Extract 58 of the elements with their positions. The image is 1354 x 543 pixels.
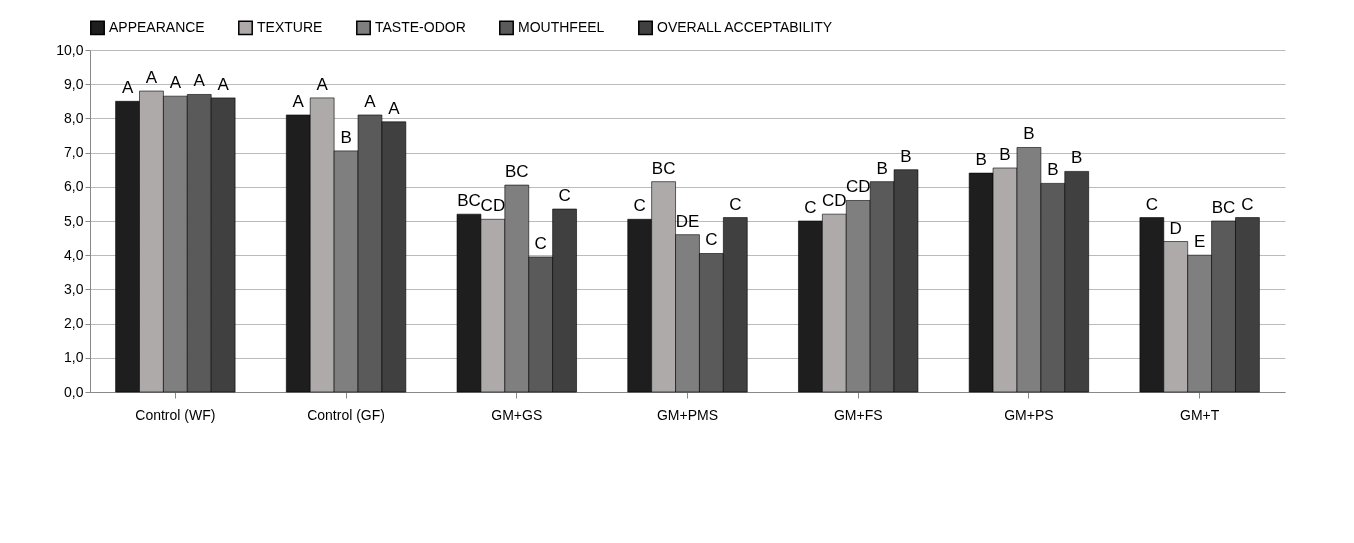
data-label: C [804,198,817,217]
data-label: C [729,194,742,214]
data-label: A [169,73,182,93]
y-tick-label: 10,0 [56,41,84,58]
data-label: B [1023,124,1035,144]
data-label: DE [675,211,700,231]
data-label: B [900,146,912,166]
x-tick-label: Control (GF) [307,406,385,423]
data-label: C [534,233,547,253]
data-label: BC [1211,198,1236,217]
data-label: C [1145,194,1158,214]
legend-label: TASTE-ODOR [375,18,466,35]
data-label: E [1193,232,1206,252]
legend-label: MOUTHFEEL [518,18,605,35]
data-label: BC [457,191,481,211]
y-tick-label: 1,0 [64,349,84,366]
x-tick-label: GM+PMS [656,406,719,423]
data-label: BC [651,158,676,178]
data-label: B [999,144,1011,164]
data-label: A [364,91,377,111]
y-tick-label: 9,0 [64,75,84,92]
data-label: A [193,71,206,91]
y-tick-label: 2,0 [64,315,84,332]
y-tick-label: 4,0 [64,246,84,263]
y-tick-label: 6,0 [64,178,84,195]
data-label: A [217,74,230,94]
legend-label: TEXTURE [257,18,323,35]
y-tick-label: 8,0 [64,109,84,126]
data-label: C [633,196,646,216]
data-label: A [292,91,305,111]
data-label: B [975,150,987,170]
legend-label: APPEARANCE [109,18,205,35]
legend-label: OVERALL ACCEPTABILITY [657,18,833,35]
data-label: B [340,127,352,147]
data-label: C [1241,194,1254,214]
y-tick-label: 5,0 [64,212,84,229]
y-tick-label: 3,0 [64,280,84,297]
data-label: A [121,78,134,98]
data-label: B [1071,148,1083,168]
data-label: B [1047,160,1059,180]
data-label: B [876,158,888,178]
data-label: CD [822,191,847,211]
data-label: A [388,98,401,118]
data-label: A [316,74,329,94]
y-tick-label: 0,0 [64,383,84,400]
x-tick-label: Control (WF) [135,406,216,423]
data-label: C [705,230,718,250]
data-label: D [1169,218,1182,238]
y-tick-label: 7,0 [64,144,84,161]
x-tick-label: GM+GS [491,406,543,423]
data-label: C [558,186,571,206]
x-tick-label: GM+FS [833,406,883,423]
data-label: CD [480,196,506,216]
data-label: CD [845,177,871,197]
data-label: BC [504,162,529,182]
data-label: A [145,68,158,88]
x-tick-label: GM+T [1180,406,1220,423]
x-tick-label: GM+PS [1004,406,1054,423]
